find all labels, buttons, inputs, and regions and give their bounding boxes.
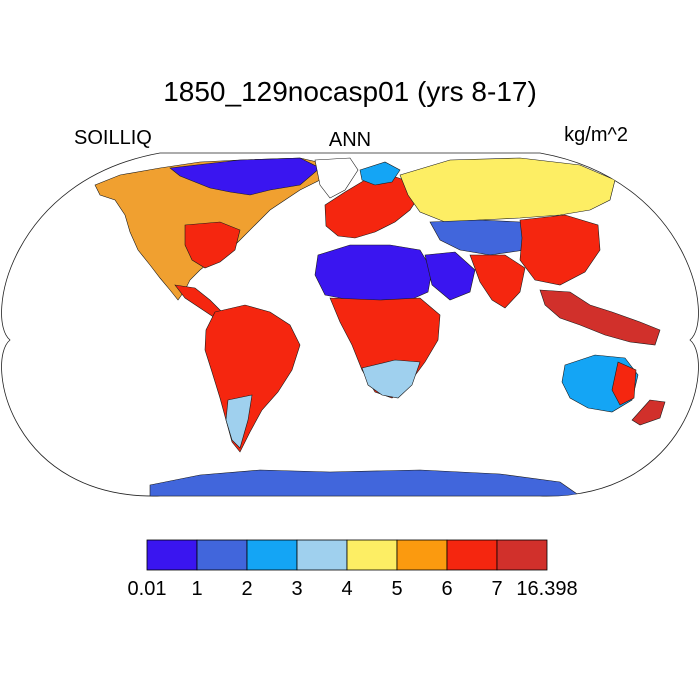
- south-america-south: [225, 394, 253, 449]
- colorbar-tick-label: 0.01: [128, 578, 167, 600]
- colorbar-swatch: [196, 539, 248, 571]
- usa-east: [184, 221, 241, 269]
- antarctica: [149, 469, 581, 497]
- variable-label: SOILLIQ: [74, 127, 152, 149]
- colorbar-swatch: [146, 539, 198, 571]
- colorbar-tick-label: 6: [441, 578, 452, 600]
- arabia: [424, 251, 476, 301]
- australia-east: [611, 361, 637, 406]
- asia-north: [399, 157, 616, 223]
- colorbar-tick-label: 4: [341, 578, 352, 600]
- colorbar-swatch: [446, 539, 498, 571]
- colorbar-tick-label: 3: [291, 578, 302, 600]
- new-zealand: [631, 399, 666, 426]
- east-asia: [519, 214, 601, 286]
- scandinavia: [359, 161, 401, 186]
- colorbar-swatch: [296, 539, 348, 571]
- map-title: 1850_129nocasp01 (yrs 8-17): [163, 76, 537, 107]
- units-label: kg/m^2: [564, 124, 628, 146]
- colorbar-swatch: [346, 539, 398, 571]
- colorbar-swatch: [496, 539, 548, 571]
- colorbar-swatch: [246, 539, 298, 571]
- colorbar-tick-label: 16.398: [516, 578, 577, 600]
- colorbar-tick-label: 2: [241, 578, 252, 600]
- colorbar-tick-label: 1: [191, 578, 202, 600]
- colorbar-tick-label: 7: [491, 578, 502, 600]
- southern-africa: [361, 359, 421, 399]
- colorbar-swatch: [396, 539, 448, 571]
- southeast-asia: [539, 289, 661, 346]
- south-asia: [469, 254, 526, 309]
- period-label: ANN: [328, 129, 372, 151]
- colorbar-tick-label: 5: [391, 578, 402, 600]
- canada-north: [169, 157, 321, 196]
- greenland: [314, 157, 359, 199]
- north-africa: [314, 244, 433, 303]
